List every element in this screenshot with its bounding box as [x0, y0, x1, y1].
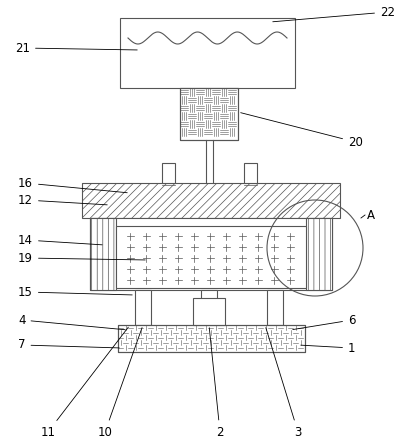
Bar [267, 290, 283, 325]
Bar [90, 218, 332, 290]
Bar [118, 325, 305, 352]
Bar [116, 226, 306, 288]
Text: 11: 11 [41, 327, 128, 439]
Bar [180, 88, 238, 140]
Bar [193, 298, 225, 325]
Text: 21: 21 [15, 42, 137, 54]
Text: 7: 7 [18, 338, 119, 351]
Text: 3: 3 [266, 328, 302, 439]
Bar [82, 183, 340, 218]
Text: 14: 14 [18, 233, 102, 246]
Text: 6: 6 [293, 314, 356, 330]
Text: 20: 20 [241, 113, 363, 148]
Text: 19: 19 [18, 252, 145, 264]
Text: 1: 1 [301, 342, 356, 354]
Bar [135, 290, 151, 325]
Bar [161, 163, 174, 183]
Text: 15: 15 [18, 285, 132, 299]
Bar [180, 88, 238, 140]
Bar [90, 218, 116, 290]
Bar [306, 218, 332, 290]
Bar [120, 18, 295, 88]
Text: 22: 22 [273, 5, 395, 22]
Bar [118, 325, 305, 352]
Bar [82, 183, 340, 218]
Text: 16: 16 [18, 176, 127, 193]
Text: 2: 2 [209, 328, 224, 439]
Bar [244, 163, 256, 183]
Bar [201, 290, 217, 325]
Text: 12: 12 [18, 194, 107, 206]
Text: A: A [367, 209, 375, 222]
Text: 4: 4 [18, 314, 125, 330]
Text: 10: 10 [98, 328, 142, 439]
